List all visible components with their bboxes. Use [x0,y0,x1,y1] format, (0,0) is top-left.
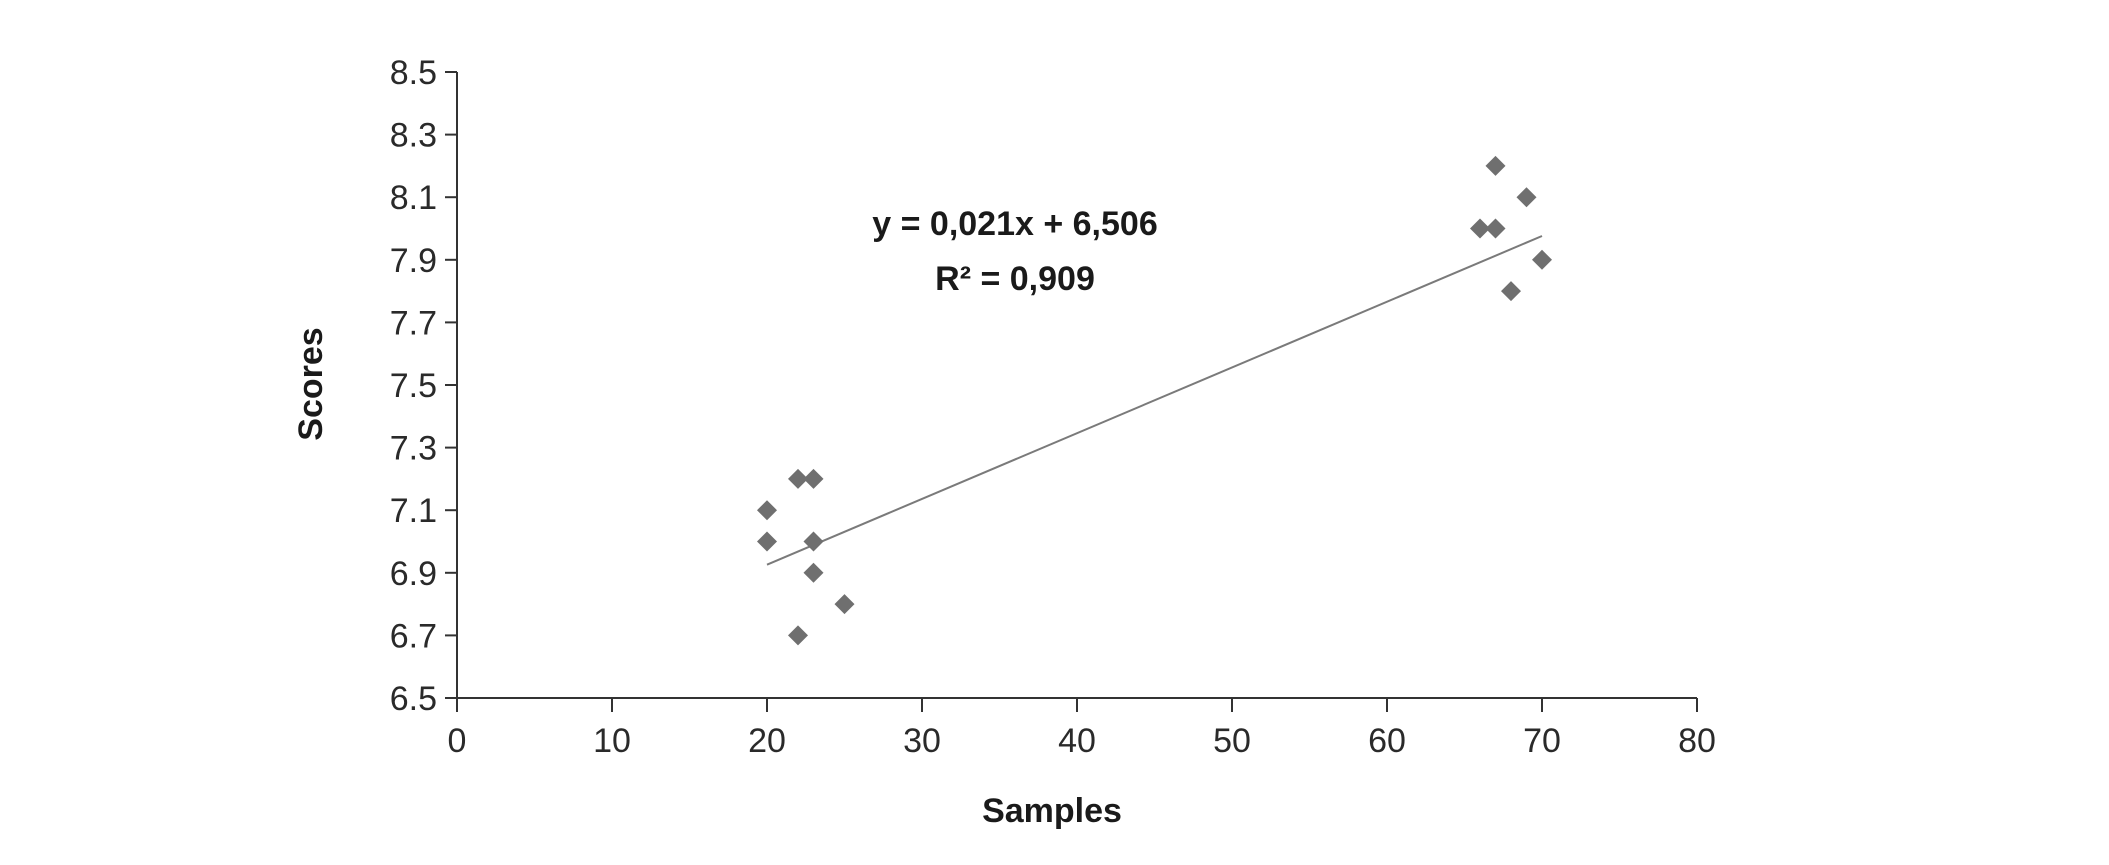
x-axis-title: Samples [982,792,1122,830]
y-tick-label: 7.9 [390,242,437,280]
y-tick-label: 7.1 [390,492,437,530]
y-tick-label: 8.1 [390,179,437,217]
data-points [757,155,1552,646]
y-tick-label: 6.7 [390,617,437,655]
x-tick-label: 20 [748,722,786,760]
x-tick-label: 30 [903,722,941,760]
y-tick-label: 8.5 [390,54,437,92]
x-tick-label: 40 [1058,722,1096,760]
data-point [1485,155,1506,176]
data-point [1485,218,1506,239]
data-point [788,468,808,489]
trendline [766,235,1543,566]
x-tick-label: 80 [1678,722,1716,760]
y-tick-label: 6.5 [390,680,437,718]
data-point [803,468,824,489]
data-point [1516,187,1537,208]
y-axis-title: Scores [292,327,330,440]
x-tick-label: 0 [448,722,467,760]
data-point [1532,249,1552,270]
trendline-equation: y = 0,021x + 6,506 [872,205,1157,243]
x-tick-label: 50 [1213,722,1251,760]
y-tick-label: 7.3 [390,430,437,468]
data-point [757,500,777,521]
data-point [803,531,824,552]
data-point [1470,218,1490,239]
data-point [757,531,777,552]
data-point [834,594,855,615]
x-tick-label: 60 [1368,722,1406,760]
ticks: 6.5 6.7 6.9 7.1 7.3 7.5 7.7 7.9 8.1 8.3 8.5 0 10 20 30… [390,54,1716,760]
y-tick-label: 6.9 [390,555,437,593]
x-tick-label: 10 [593,722,631,760]
y-tick-label: 7.5 [390,367,437,405]
y-tick-label: 8.3 [390,117,437,155]
x-tick-label: 70 [1523,722,1561,760]
data-point [788,625,808,646]
data-point [803,562,824,583]
data-point [1501,281,1521,302]
r-squared-label: R² = 0,909 [935,260,1095,298]
y-tick-label: 7.7 [390,304,437,342]
